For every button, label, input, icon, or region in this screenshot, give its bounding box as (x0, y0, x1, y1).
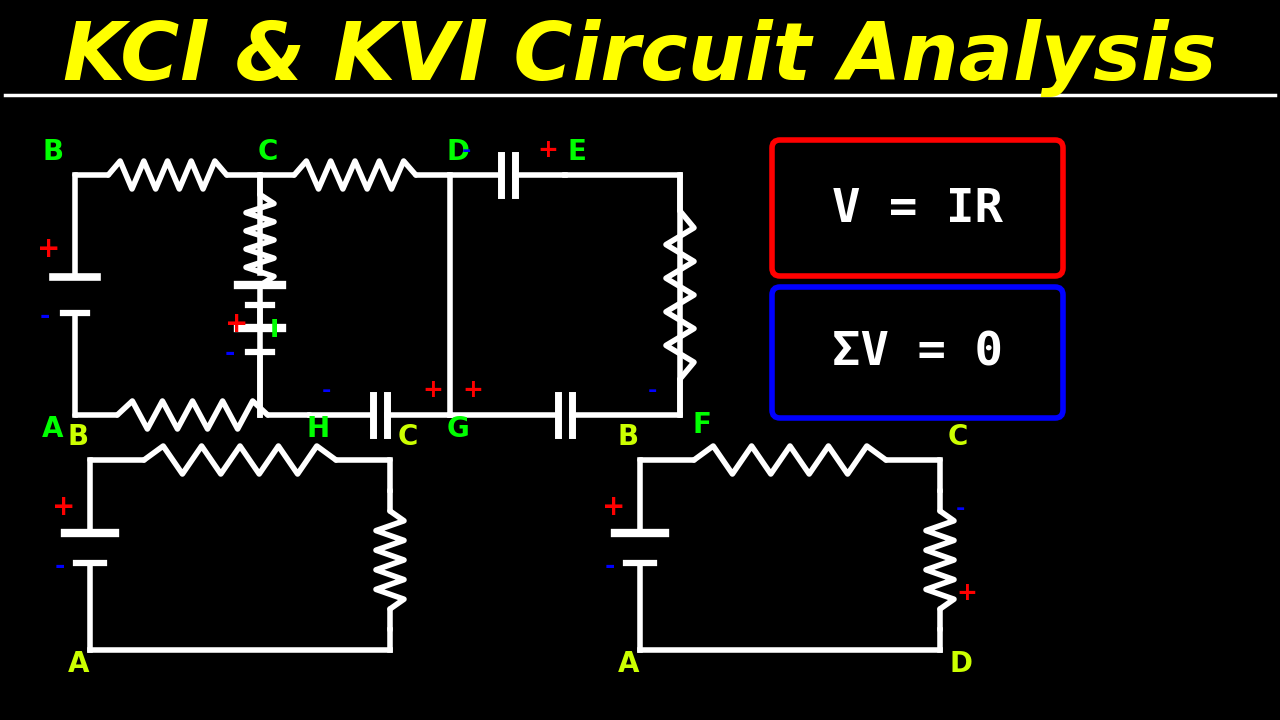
Text: -: - (648, 381, 658, 401)
Text: -: - (605, 554, 616, 578)
Text: B: B (42, 138, 64, 166)
Text: A: A (68, 650, 90, 678)
Text: C: C (257, 138, 278, 166)
Text: -: - (956, 499, 965, 519)
Text: I: I (270, 318, 279, 342)
Text: C: C (398, 423, 419, 451)
Text: +: + (37, 235, 60, 263)
FancyBboxPatch shape (772, 140, 1062, 276)
Text: V = IR: V = IR (832, 187, 1004, 233)
Text: B: B (68, 423, 90, 451)
Text: +: + (462, 378, 483, 402)
Text: C: C (948, 423, 969, 451)
Text: F: F (692, 411, 712, 439)
Text: +: + (422, 378, 443, 402)
Text: KCl & KVl Circuit Analysis: KCl & KVl Circuit Analysis (63, 19, 1217, 97)
Text: -: - (462, 141, 471, 161)
Text: -: - (323, 381, 332, 401)
Text: B: B (618, 423, 639, 451)
Text: +: + (52, 493, 76, 521)
Text: -: - (40, 304, 50, 328)
Text: E: E (567, 138, 586, 166)
Text: G: G (447, 415, 470, 443)
Text: -: - (55, 554, 65, 578)
Text: H: H (306, 415, 329, 443)
Text: D: D (447, 138, 470, 166)
Text: +: + (956, 581, 977, 605)
Text: +: + (538, 138, 558, 162)
FancyBboxPatch shape (772, 287, 1062, 418)
Text: ΣV = 0: ΣV = 0 (832, 330, 1004, 376)
Text: -: - (225, 341, 236, 365)
Text: A: A (618, 650, 640, 678)
Text: A: A (42, 415, 64, 443)
Text: D: D (950, 650, 973, 678)
Text: +: + (602, 493, 626, 521)
Text: +: + (225, 310, 248, 338)
